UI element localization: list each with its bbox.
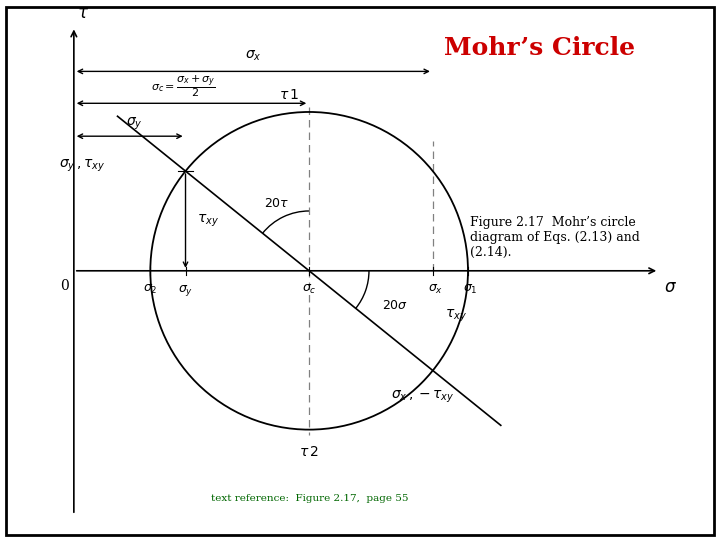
- Text: Figure 2.17  Mohr’s circle
diagram of Eqs. (2.13) and
(2.14).: Figure 2.17 Mohr’s circle diagram of Eqs…: [469, 216, 639, 259]
- Text: $\tau\,1$: $\tau\,1$: [279, 88, 300, 102]
- Text: $\tau_{xy}$: $\tau_{xy}$: [197, 213, 220, 229]
- Text: $\tau$: $\tau$: [77, 4, 89, 22]
- Text: Mohr’s Circle: Mohr’s Circle: [444, 37, 635, 60]
- Text: $\sigma_y$: $\sigma_y$: [126, 116, 143, 132]
- Text: $20\tau$: $20\tau$: [264, 197, 289, 210]
- Text: $\sigma_x$: $\sigma_x$: [245, 49, 261, 63]
- Text: text reference:  Figure 2.17,  page 55: text reference: Figure 2.17, page 55: [212, 494, 409, 503]
- Text: $\tau\,2$: $\tau\,2$: [300, 444, 319, 458]
- Text: $\sigma_y$: $\sigma_y$: [178, 283, 193, 298]
- Text: $\tau_{xy}$: $\tau_{xy}$: [445, 307, 467, 324]
- Text: 0: 0: [60, 279, 69, 293]
- Text: $\sigma_y\,,\tau_{xy}$: $\sigma_y\,,\tau_{xy}$: [60, 158, 106, 174]
- Text: $\sigma_2$: $\sigma_2$: [143, 283, 158, 296]
- Text: $\sigma_x\,,-\tau_{xy}$: $\sigma_x\,,-\tau_{xy}$: [391, 388, 454, 405]
- Text: $20\sigma$: $20\sigma$: [382, 299, 408, 312]
- Text: $\sigma_1$: $\sigma_1$: [463, 283, 477, 296]
- Text: $\sigma_c = \dfrac{\sigma_x+\sigma_y}{2}$: $\sigma_c = \dfrac{\sigma_x+\sigma_y}{2}…: [150, 73, 215, 99]
- Text: $\sigma_x$: $\sigma_x$: [428, 283, 444, 296]
- Text: $\sigma$: $\sigma$: [664, 279, 677, 296]
- Text: $\sigma_c$: $\sigma_c$: [302, 283, 317, 296]
